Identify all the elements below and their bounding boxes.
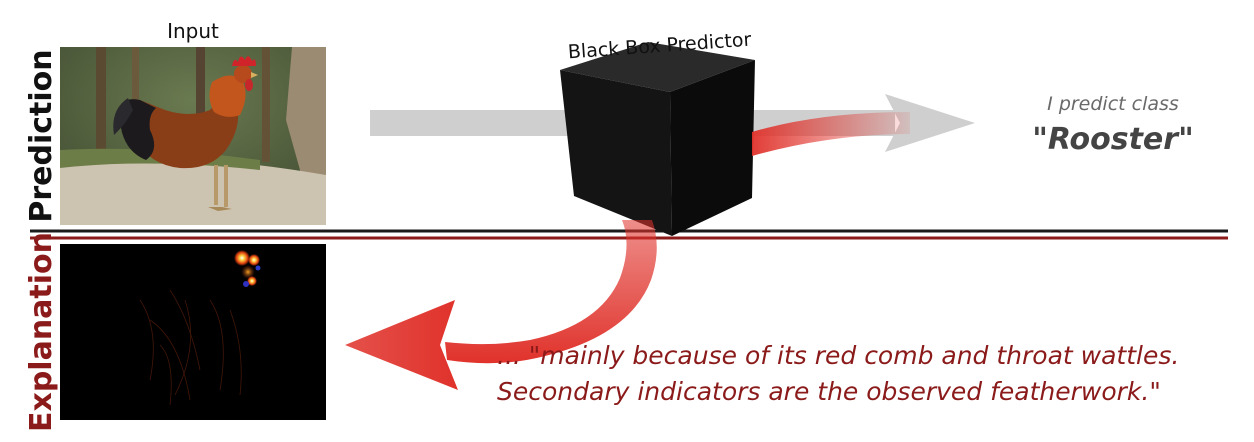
explanation-side-label: Explanation (24, 232, 59, 432)
prediction-intro: I predict class (1047, 93, 1179, 115)
input-photo (60, 47, 326, 225)
explanation-line-1: ... "mainly because of its red comb and … (497, 341, 1179, 370)
prediction-side-label: Prediction (24, 49, 59, 222)
explanation-arrow (345, 220, 657, 390)
black-box-cube (560, 42, 755, 236)
prediction-class-name: Rooster (1048, 122, 1180, 157)
explanation-line-2: Secondary indicators are the observed fe… (497, 377, 1161, 406)
explanation-heatmap (60, 244, 326, 420)
input-label: Input (167, 19, 219, 43)
red-glow-arrow (752, 112, 910, 156)
prediction-class: "Rooster" (1032, 122, 1193, 157)
